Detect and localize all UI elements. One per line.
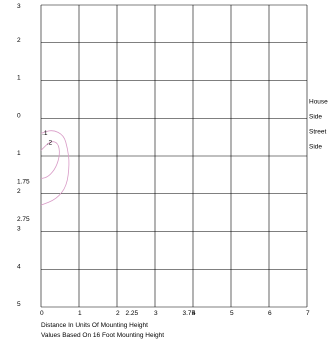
- contour-line: [40, 130, 70, 206]
- x-tick-label: 6: [268, 310, 272, 317]
- y-tick-label: 0: [17, 112, 21, 119]
- side-label: Street: [309, 128, 327, 135]
- side-label: House: [309, 98, 328, 105]
- x-tick-label: 2.25: [126, 310, 139, 317]
- side-label: Side: [309, 113, 322, 120]
- y-tick-label: 1: [17, 150, 21, 157]
- contour-line: [40, 141, 60, 180]
- x-tick-label: 0: [40, 310, 44, 317]
- y-tick-label: 2: [17, 37, 21, 44]
- y-tick-label: 2.75: [17, 216, 30, 223]
- x-axis-title: Distance In Units Of Mounting Height: [41, 322, 148, 329]
- y-tick-label: 1: [17, 75, 21, 82]
- x-tick-label: 3.75: [183, 310, 196, 317]
- chart-grid: [40, 4, 308, 308]
- x-tick-label: 5: [230, 310, 234, 317]
- x-tick-label: 2: [116, 310, 120, 317]
- side-label: Side: [309, 144, 322, 151]
- x-tick-label: 7: [306, 310, 310, 317]
- y-tick-label: 2: [17, 188, 21, 195]
- contour-label: .1: [42, 130, 48, 137]
- y-tick-label: 3: [17, 226, 21, 233]
- x-tick-label: 1: [78, 310, 82, 317]
- y-axis-tick-labels: 3 2 1 0 1 1.75 2 2.75 3 4 5: [17, 3, 30, 308]
- contour-value-labels: .1.2: [42, 130, 52, 146]
- contour-label: .2: [47, 140, 53, 147]
- contour-lines: [40, 130, 70, 206]
- y-tick-label: 4: [17, 263, 21, 270]
- y-tick-label: 3: [17, 3, 21, 10]
- side-labels: House Side Street Side: [309, 98, 328, 150]
- x-tick-label: 4: [192, 310, 196, 317]
- x-tick-label: 3: [154, 310, 158, 317]
- y-tick-label: 5: [17, 301, 21, 308]
- y-tick-label: 1.75: [17, 178, 30, 185]
- x-axis-tick-labels: 0 1 2 2.25 3 3.754 5 6 7: [40, 310, 310, 317]
- chart-subtitle: Values Based On 16 Foot Mounting Height: [41, 332, 164, 339]
